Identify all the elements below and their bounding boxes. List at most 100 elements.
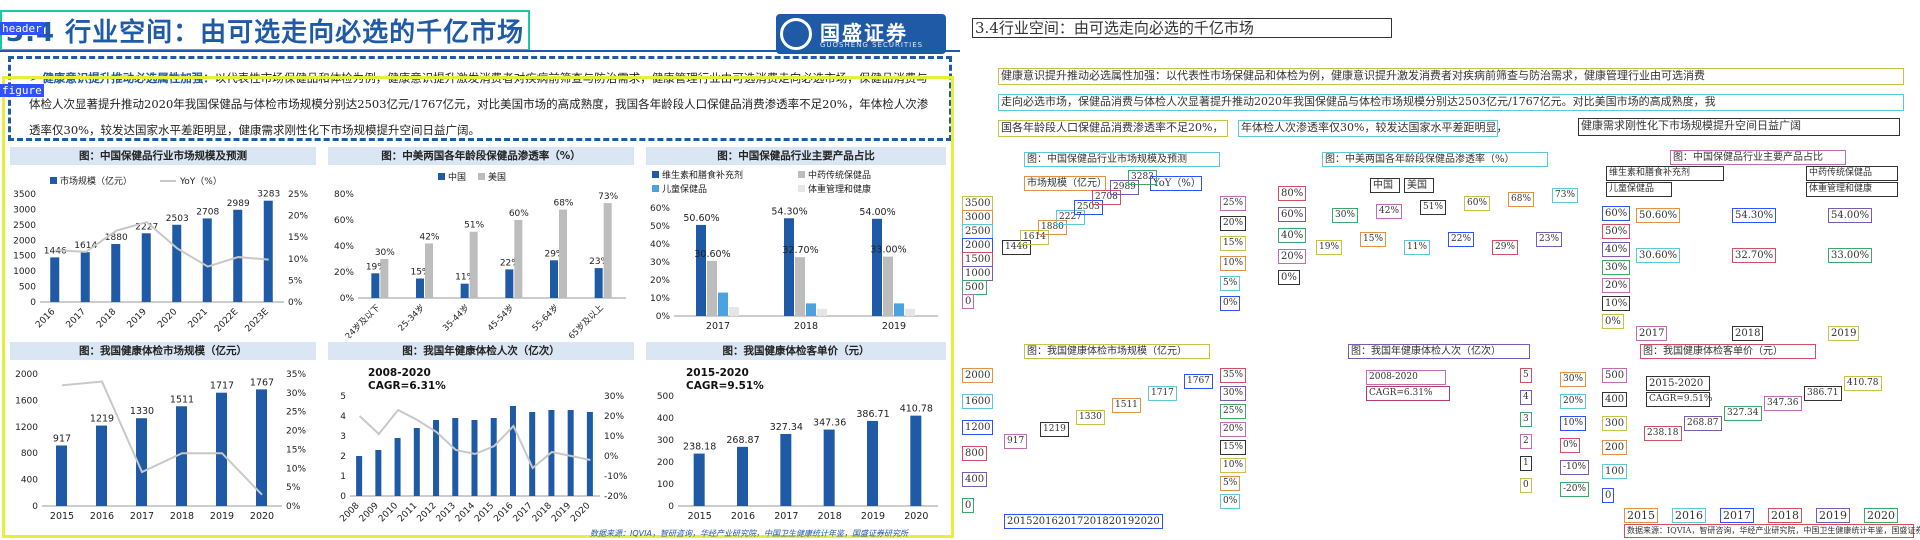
- bar: [883, 256, 893, 316]
- overlay-annot6-b: CAGR=9.51%: [1646, 392, 1712, 407]
- bar: [505, 269, 514, 298]
- bar: [256, 389, 267, 506]
- legend-label: 中药传统保健品: [808, 169, 871, 181]
- overlay-token-box: 2500: [962, 224, 994, 239]
- bar: [216, 392, 227, 506]
- y-tick-label: 2: [340, 452, 346, 462]
- overlay-token-box: 10%: [1602, 296, 1631, 311]
- overlay-token-box: 20%: [1602, 278, 1631, 293]
- bar: [737, 446, 748, 506]
- overlay-token-box: 30%: [1560, 372, 1587, 387]
- overlay-token-box: 100: [1602, 464, 1628, 479]
- annotation-text: CAGR=9.51%: [686, 380, 764, 392]
- overlay-token-box: 1: [1520, 456, 1532, 471]
- overlay-token-box: 2020: [1864, 508, 1898, 523]
- logo-name: 国盛证券: [820, 21, 908, 45]
- overlay-token-box: 11%: [1404, 240, 1431, 255]
- overlay-token-box: 33.00%: [1828, 248, 1873, 263]
- y-tick-label: 10%: [650, 294, 670, 304]
- y-tick-label: 20%: [650, 276, 670, 286]
- x-tick-label: 2015: [50, 511, 74, 522]
- overlay-token-box: 2019: [1816, 508, 1850, 523]
- bar-value-label: 1330: [130, 406, 154, 417]
- y2-tick-label: 20%: [286, 427, 306, 437]
- header-tag: header: [0, 22, 44, 35]
- bar: [529, 412, 536, 496]
- overlay-token-box: 0%: [1220, 296, 1241, 311]
- x-tick-label: 2014: [454, 501, 477, 524]
- x-tick-label: 2019: [861, 511, 885, 522]
- legend-swatch: [652, 171, 659, 178]
- y-tick-label: 400: [657, 414, 674, 424]
- overlay-token-box: 30%: [1332, 208, 1359, 223]
- x-tick-label: 2015: [473, 501, 496, 524]
- y2-tick-label: 30%: [286, 389, 306, 399]
- bar-value-label: 268.87: [726, 435, 759, 446]
- bar: [603, 203, 612, 298]
- bar: [696, 224, 706, 316]
- x-tick-label: 2008: [338, 501, 361, 524]
- overlay-token-box: 200: [1602, 440, 1628, 455]
- overlay-token-box: 50.60%: [1636, 208, 1681, 223]
- overlay-token-box: 0%: [1220, 494, 1241, 509]
- legend-swatch: [652, 185, 659, 192]
- y-tick-label: 2000: [15, 370, 38, 380]
- bar-value-label: 68%: [553, 199, 573, 209]
- y2-tick-label: -20%: [604, 492, 628, 502]
- overlay-token-box: 917: [1004, 434, 1028, 449]
- overlay-token-box: 1000: [962, 266, 994, 281]
- legend-label: 儿童保健品: [662, 183, 707, 195]
- bar-value-label: 23%: [589, 257, 609, 267]
- bar: [380, 259, 389, 298]
- overlay-token-box: 23%: [1536, 232, 1563, 247]
- chart-checkup-visits: 012345-20%-10%0%10%20%30%200820092010201…: [338, 367, 628, 524]
- overlay-token-box: 73%: [1552, 188, 1579, 203]
- bar-value-label: 22%: [500, 258, 520, 268]
- overlay-token-box: 22%: [1448, 232, 1475, 247]
- y2-tick-label: 30%: [604, 392, 624, 402]
- bar: [356, 456, 363, 496]
- bar: [780, 433, 792, 506]
- overlay-token-box: 2000: [962, 368, 994, 383]
- bar-value-label: 1717: [210, 381, 234, 392]
- y-tick-label: 2500: [13, 221, 36, 231]
- brand-logo: 国盛证券 GUOSHENG SECURITIES: [776, 14, 946, 54]
- overlay-token-box: 40%: [1278, 228, 1307, 243]
- legend-label: 中国: [448, 171, 466, 183]
- x-tick-label: 2012: [415, 501, 438, 524]
- overlay-token-box: 2227: [1056, 210, 1085, 225]
- x-tick-label: 2020: [156, 307, 179, 330]
- overlay-chart5-title: 图：我国年健康体检人次（亿次）: [1348, 344, 1530, 359]
- x-tick-label: 2018: [531, 501, 554, 524]
- legend-label: 体重管理和健康: [808, 183, 871, 195]
- bar: [460, 283, 469, 298]
- overlay-token-box: 5%: [1220, 276, 1241, 291]
- chart5-title: 图：我国年健康体检人次（亿次）: [328, 342, 634, 360]
- x-tick-label: 2016: [731, 511, 755, 522]
- y-tick-label: 20%: [334, 268, 354, 278]
- bar-value-label: 3283: [257, 190, 280, 200]
- x-tick-label: 35-44岁: [441, 302, 472, 333]
- bar-value-label: 11%: [455, 273, 475, 283]
- bar-value-label: 51%: [464, 221, 484, 231]
- chart3-title: 图：中国保健品行业主要产品占比: [646, 147, 946, 165]
- bar: [867, 420, 878, 506]
- bar: [817, 308, 827, 316]
- overlay-token-box: 0%: [1278, 270, 1300, 285]
- overlay-token-box: 10%: [1560, 416, 1587, 431]
- title-rule: [0, 50, 960, 52]
- y2-tick-label: 10%: [604, 432, 624, 442]
- bar: [795, 257, 805, 316]
- x-tick-label: 2019: [210, 511, 234, 522]
- bar: [594, 268, 603, 298]
- bar: [910, 415, 922, 506]
- bar-value-label: 42%: [419, 232, 439, 242]
- overlay-token-box: 3500: [962, 196, 994, 211]
- y-tick-label: 400: [21, 476, 38, 486]
- bar: [176, 406, 187, 506]
- overlay-token-box: 68%: [1508, 192, 1535, 207]
- overlay-token-box: 60%: [1602, 206, 1631, 221]
- bar: [136, 418, 147, 506]
- annotation-text: 2008-2020: [368, 367, 431, 379]
- x-tick-label: 2017: [706, 321, 730, 332]
